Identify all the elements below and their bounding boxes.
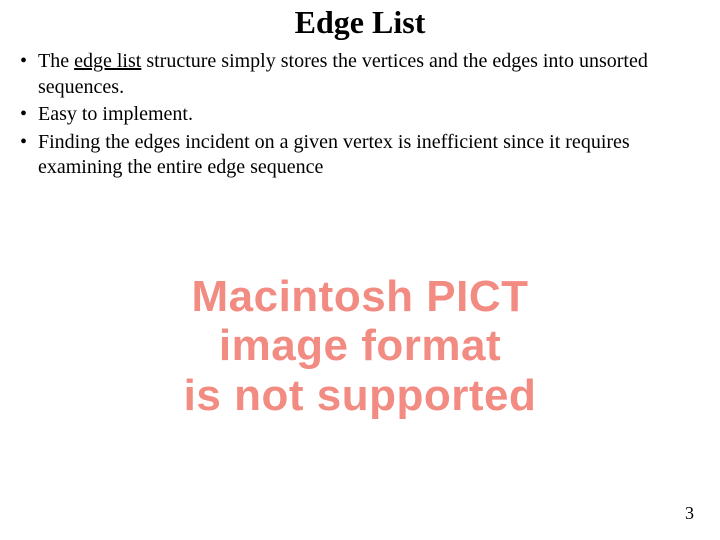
- bullet-text-pre: The: [38, 50, 74, 72]
- bullet-text-pre: Easy to implement.: [38, 103, 193, 125]
- slide: Edge List The edge list structure simply…: [0, 4, 720, 540]
- pict-unsupported-message: Macintosh PICT image format is not suppo…: [0, 272, 720, 420]
- pict-line-3: is not supported: [0, 371, 720, 420]
- pict-line-1: Macintosh PICT: [0, 272, 720, 321]
- bullet-text-pre: Finding the edges incident on a given ve…: [38, 131, 630, 179]
- bullet-item: Finding the edges incident on a given ve…: [18, 130, 688, 181]
- pict-line-2: image format: [0, 321, 720, 370]
- bullet-item: Easy to implement.: [18, 102, 688, 128]
- page-number: 3: [685, 503, 694, 524]
- bullet-item: The edge list structure simply stores th…: [18, 49, 688, 100]
- bullet-list: The edge list structure simply stores th…: [0, 49, 720, 181]
- slide-title: Edge List: [0, 4, 720, 41]
- bullet-text-underlined: edge list: [74, 50, 141, 72]
